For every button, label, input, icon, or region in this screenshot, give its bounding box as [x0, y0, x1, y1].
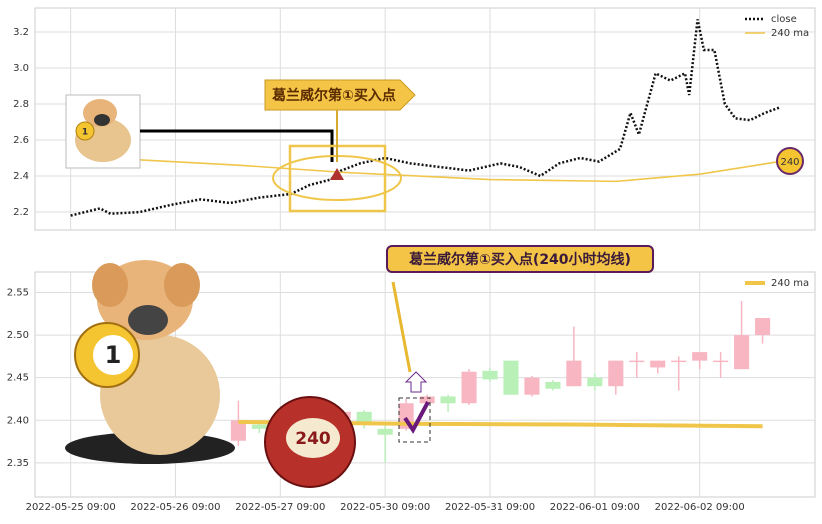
y-tick-label: 3.0: [13, 63, 29, 74]
icon-label: 1: [82, 128, 88, 138]
top-annotation: 1 葛兰威尔第①买入点 240: [65, 79, 804, 213]
y-tick-label: 2.35: [7, 458, 29, 469]
x-tick-label: 2022-05-27 09:00: [235, 502, 325, 513]
x-tick-label: 2022-06-01 09:00: [550, 502, 640, 513]
candle-body: [482, 370, 498, 380]
candle-body: [524, 377, 540, 395]
candle-body: [545, 381, 561, 389]
candle-body: [461, 371, 477, 404]
candle-body: [608, 360, 624, 387]
candle-body: [650, 360, 666, 368]
candle-body: [755, 318, 771, 336]
top-frame: [34, 7, 816, 231]
annotation: 葛兰威尔第①买入点(240小时均线): [408, 251, 631, 268]
line-series: [70, 19, 780, 217]
y-tick-label: 3.2: [13, 27, 29, 38]
candle-body: [734, 335, 750, 370]
candle-body: [713, 360, 729, 363]
x-tick-label: 2022-05-26 09:00: [130, 502, 220, 513]
y-tick-label: 2.4: [13, 171, 29, 182]
y-tick-label: 2.50: [7, 330, 29, 341]
candle-body: [587, 377, 603, 387]
x-tick-label: 2022-06-02 09:00: [655, 502, 745, 513]
candle-body: [230, 420, 246, 441]
candle-body: [692, 352, 708, 361]
candle-body: [629, 360, 645, 363]
annotation: 葛兰威尔第①买入点: [271, 87, 396, 104]
candle-body: [440, 396, 456, 404]
candle-body: [419, 396, 435, 404]
candle-body: [566, 360, 582, 387]
y-tick-label: 2.55: [7, 287, 29, 298]
bottom-annotation: 葛兰威尔第①买入点(240小时均线) 1 240: [65, 245, 654, 488]
candle-body: [251, 424, 267, 429]
y-tick-label: 2.45: [7, 373, 29, 384]
y-tick-label: 2.8: [13, 99, 29, 110]
candle-body: [377, 428, 393, 435]
x-tick-label: 2022-05-30 09:00: [340, 502, 430, 513]
y-tick-label: 2.2: [13, 207, 29, 218]
x-tick-label: 2022-05-31 09:00: [445, 502, 535, 513]
ball-label: 240: [295, 429, 331, 449]
legend-label: 240 ma: [771, 278, 809, 289]
legend-label: 240 ma: [771, 28, 809, 39]
candle-body: [671, 360, 687, 363]
legend-label: close: [771, 14, 797, 25]
ball-label: 1: [105, 341, 122, 369]
candle-body: [503, 360, 519, 395]
x-tick-label: 2022-05-25 09:00: [26, 502, 116, 513]
badge-label: 240: [780, 157, 799, 168]
y-tick-label: 2.40: [7, 415, 29, 426]
y-tick-label: 2.6: [13, 135, 29, 146]
line-series: [70, 155, 780, 183]
